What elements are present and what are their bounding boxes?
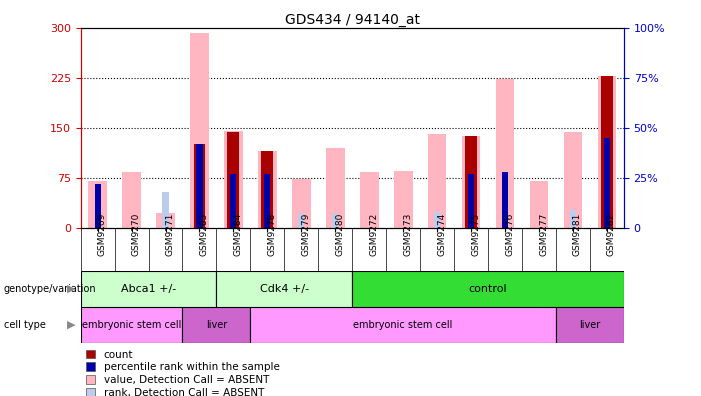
Bar — [156, 213, 175, 228]
Bar — [570, 210, 576, 228]
Bar — [258, 151, 277, 228]
Bar — [122, 172, 141, 228]
Bar — [597, 76, 616, 228]
Bar — [264, 174, 271, 228]
Text: Abca1 +/-: Abca1 +/- — [121, 284, 176, 294]
Bar — [193, 145, 205, 228]
Bar — [434, 212, 440, 228]
Bar — [564, 132, 583, 228]
Bar — [394, 171, 412, 228]
Bar — [530, 181, 548, 228]
Text: ▶: ▶ — [67, 284, 75, 294]
Text: GSM9276: GSM9276 — [505, 213, 514, 256]
Bar — [81, 307, 182, 343]
Bar — [465, 136, 477, 228]
Bar — [163, 192, 168, 228]
Bar — [502, 172, 508, 228]
Bar — [326, 148, 345, 228]
Bar — [88, 181, 107, 228]
Bar — [95, 184, 101, 228]
Text: GSM9278: GSM9278 — [267, 213, 276, 256]
Bar — [604, 138, 610, 228]
Bar — [231, 214, 236, 228]
Bar — [556, 307, 624, 343]
Text: control: control — [469, 284, 508, 294]
Bar — [502, 172, 508, 228]
Bar — [224, 131, 243, 228]
Bar — [182, 307, 250, 343]
Text: GSM9284: GSM9284 — [233, 213, 243, 256]
Text: genotype/variation: genotype/variation — [4, 284, 96, 294]
Text: GSM9274: GSM9274 — [437, 213, 446, 256]
Bar — [462, 136, 480, 228]
Text: GSM9269: GSM9269 — [97, 213, 107, 256]
Bar — [95, 184, 101, 228]
Legend: count, percentile rank within the sample, value, Detection Call = ABSENT, rank, : count, percentile rank within the sample… — [86, 350, 280, 396]
Bar — [601, 76, 613, 228]
Text: GSM9277: GSM9277 — [539, 213, 548, 256]
Bar — [231, 174, 236, 228]
Bar — [353, 271, 624, 307]
Bar — [264, 214, 271, 228]
Bar — [217, 271, 353, 307]
Text: GSM9283: GSM9283 — [200, 213, 208, 256]
Bar — [298, 214, 304, 228]
Text: Cdk4 +/-: Cdk4 +/- — [260, 284, 309, 294]
Bar — [496, 79, 515, 228]
Text: GSM9280: GSM9280 — [335, 213, 344, 256]
Title: GDS434 / 94140_at: GDS434 / 94140_at — [285, 13, 420, 27]
Bar — [190, 33, 209, 228]
Text: GSM9272: GSM9272 — [369, 213, 379, 256]
Bar — [360, 172, 379, 228]
Text: GSM9281: GSM9281 — [573, 213, 582, 256]
Bar — [81, 271, 217, 307]
Text: embryonic stem cell: embryonic stem cell — [82, 320, 182, 330]
Text: ▶: ▶ — [67, 320, 75, 330]
Bar — [261, 151, 273, 228]
Text: liver: liver — [206, 320, 227, 330]
Bar — [292, 179, 311, 228]
Text: GSM9279: GSM9279 — [301, 213, 311, 256]
Text: GSM9270: GSM9270 — [132, 213, 140, 256]
Text: GSM9282: GSM9282 — [607, 213, 616, 256]
Text: GSM9275: GSM9275 — [471, 213, 480, 256]
Bar — [250, 307, 556, 343]
Text: cell type: cell type — [4, 320, 46, 330]
Bar — [332, 214, 339, 228]
Bar — [468, 174, 474, 228]
Bar — [196, 144, 203, 228]
Text: GSM9273: GSM9273 — [403, 213, 412, 256]
Text: liver: liver — [579, 320, 601, 330]
Text: embryonic stem cell: embryonic stem cell — [353, 320, 453, 330]
Bar — [428, 134, 447, 228]
Bar — [227, 132, 239, 228]
Text: GSM9271: GSM9271 — [165, 213, 175, 256]
